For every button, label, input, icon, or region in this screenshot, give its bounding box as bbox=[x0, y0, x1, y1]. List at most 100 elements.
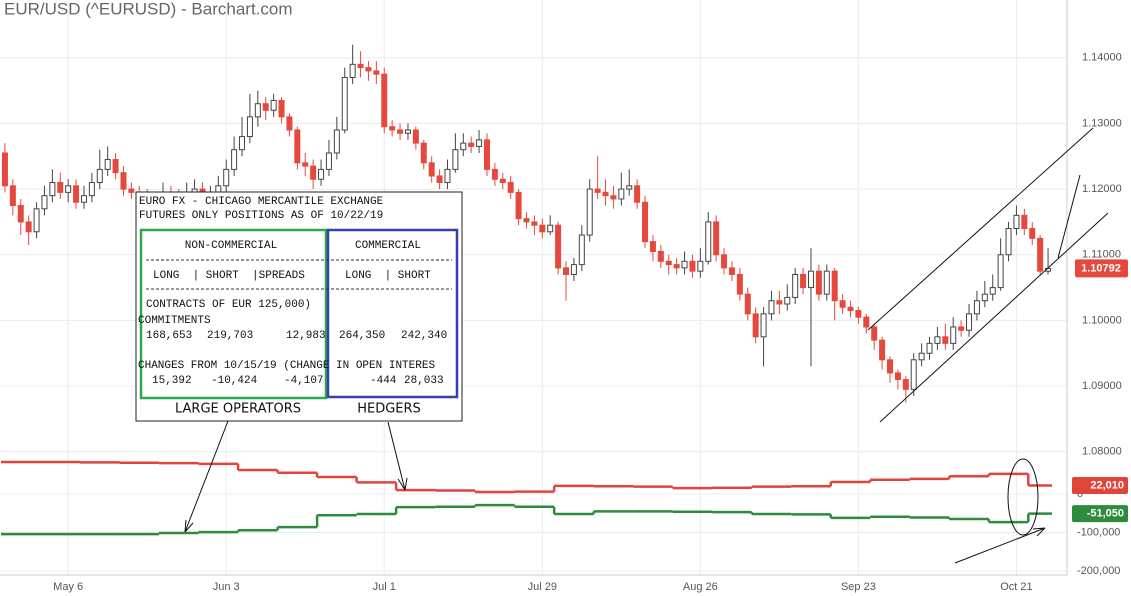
candle-body bbox=[776, 300, 783, 305]
candle-body bbox=[254, 103, 261, 118]
candle-body bbox=[871, 326, 878, 341]
candle-body bbox=[523, 218, 530, 223]
y-tick-label: -100,000 bbox=[1077, 526, 1120, 538]
noncommercial-frame bbox=[139, 228, 328, 400]
cot-header: EURO FX - CHICAGO MERCANTILE EXCHANGE bbox=[139, 196, 384, 208]
candle-body bbox=[468, 142, 475, 147]
candle-body bbox=[918, 352, 925, 361]
candle-body bbox=[239, 136, 246, 151]
y-tick-label: 1.10000 bbox=[1082, 314, 1122, 326]
candle-body bbox=[1037, 237, 1044, 272]
candle-body bbox=[570, 264, 577, 275]
value-tag bbox=[1072, 476, 1128, 494]
candle-body bbox=[681, 260, 688, 269]
candle-body bbox=[436, 175, 443, 184]
value-label: -51,050 bbox=[1087, 508, 1124, 520]
candle-body bbox=[563, 267, 570, 275]
candle-body bbox=[262, 103, 269, 111]
candle-body bbox=[231, 149, 238, 170]
candle-body bbox=[128, 188, 135, 193]
candle-body bbox=[349, 63, 356, 78]
candle-body bbox=[926, 342, 933, 354]
cot-text: EURO FX - CHICAGO MERCANTILE EXCHANGE FU… bbox=[138, 196, 452, 387]
candle-body bbox=[966, 313, 973, 331]
candle-body bbox=[744, 293, 751, 315]
value-label: 22,010 bbox=[1090, 479, 1124, 491]
candle-body bbox=[49, 182, 56, 197]
candle-body bbox=[879, 339, 886, 361]
cot-columns: LONG | SHORT |SPREADS bbox=[153, 270, 305, 282]
candle-body bbox=[689, 260, 696, 272]
candle-body bbox=[950, 326, 957, 344]
cot-value: -10,424 bbox=[211, 375, 258, 387]
candle-body bbox=[397, 129, 404, 134]
candle-body bbox=[823, 270, 830, 295]
candle-body bbox=[784, 296, 791, 305]
candle-body bbox=[539, 224, 546, 233]
candle-body bbox=[997, 254, 1004, 289]
cot-box: EURO FX - CHICAGO MERCANTILE EXCHANGE FU… bbox=[135, 191, 463, 422]
candle-body bbox=[610, 195, 617, 200]
candle-body bbox=[333, 129, 340, 154]
candle-body bbox=[807, 270, 814, 289]
plot bbox=[1, 44, 1052, 536]
candle-body bbox=[318, 168, 325, 180]
candle-body bbox=[246, 116, 253, 138]
arrow bbox=[387, 421, 408, 491]
candle-body bbox=[17, 205, 24, 223]
candle-body bbox=[902, 378, 909, 390]
candle-body bbox=[934, 336, 941, 344]
candle-body bbox=[1005, 227, 1012, 256]
candle-body bbox=[286, 116, 293, 131]
candle-body bbox=[800, 273, 807, 289]
arrow bbox=[954, 527, 1046, 564]
candle-body bbox=[215, 185, 222, 193]
candle-body bbox=[626, 185, 633, 190]
cot-value: 242,340 bbox=[401, 330, 447, 342]
candle-body bbox=[697, 260, 704, 272]
candle-body bbox=[1021, 214, 1028, 229]
candle-body bbox=[673, 264, 680, 269]
candle-body bbox=[412, 129, 419, 144]
candle-body bbox=[476, 139, 483, 147]
candle-body bbox=[80, 195, 87, 203]
trend-line bbox=[1057, 174, 1081, 259]
candle-body bbox=[989, 287, 996, 295]
candle-body bbox=[602, 191, 609, 197]
value-tag bbox=[1072, 505, 1128, 523]
candle-body bbox=[278, 99, 285, 118]
candle-body bbox=[33, 208, 40, 233]
candle-body bbox=[9, 185, 16, 207]
cot-value: 28,033 bbox=[404, 375, 444, 387]
candle-body bbox=[547, 224, 554, 233]
candle-body bbox=[65, 185, 72, 193]
candle-body bbox=[736, 273, 743, 295]
candle-body bbox=[325, 152, 332, 170]
x-tick-label: Sep 23 bbox=[841, 581, 876, 593]
candle-body bbox=[499, 178, 506, 184]
candle-body bbox=[491, 168, 498, 180]
candle-body bbox=[420, 142, 427, 164]
cot-value: 168,653 bbox=[146, 330, 192, 342]
arrow bbox=[184, 420, 229, 533]
candle-body bbox=[270, 99, 277, 111]
y-tick-label: 1.08000 bbox=[1082, 446, 1122, 458]
candle-body bbox=[25, 221, 32, 233]
candle-body bbox=[404, 129, 411, 134]
cot-group: COMMERCIAL bbox=[355, 240, 421, 252]
x-tick-label: Oct 21 bbox=[1000, 581, 1032, 593]
candle-body bbox=[452, 149, 459, 170]
candle-body bbox=[365, 67, 372, 72]
chart-title: EUR/USD (^EURUSD) - Barchart.com bbox=[4, 0, 293, 18]
candle-body bbox=[634, 185, 641, 203]
candle-body bbox=[713, 221, 720, 256]
price-tag-label: 1.10792 bbox=[1081, 262, 1121, 274]
candle-body bbox=[1029, 227, 1036, 239]
channel-line bbox=[879, 212, 1109, 423]
candle-body bbox=[381, 73, 388, 128]
cot-value: -444 bbox=[370, 375, 397, 387]
candle-body bbox=[460, 142, 467, 151]
candle-body bbox=[910, 359, 917, 390]
x-tick-label: Jul 29 bbox=[528, 581, 557, 593]
y-tick-label: 1.09000 bbox=[1082, 380, 1122, 392]
